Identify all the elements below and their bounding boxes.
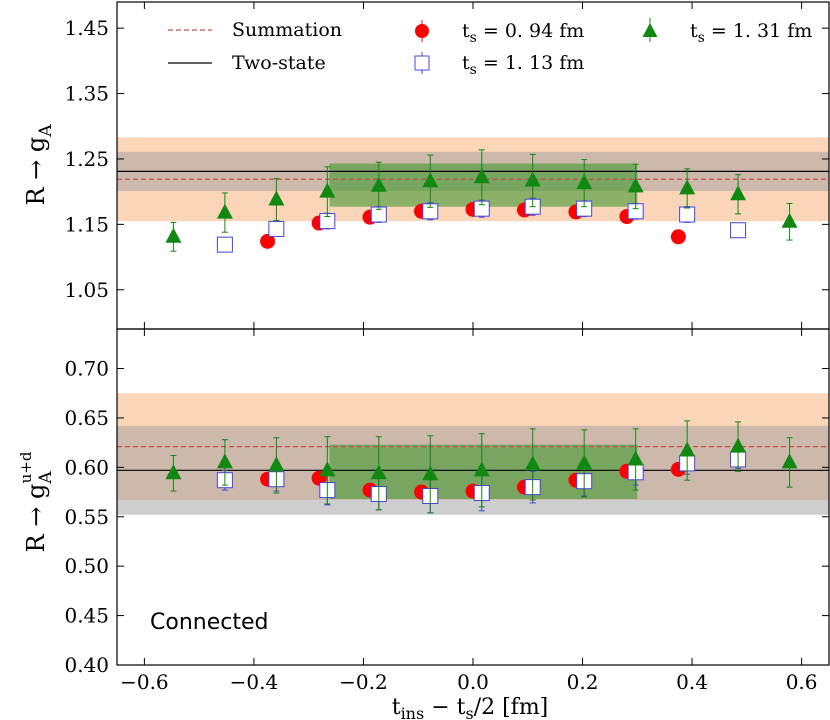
point-series3-6 (473, 149, 490, 206)
ytick-label: 1.35 (64, 82, 109, 106)
point-series3-12 (781, 202, 798, 241)
legend-s2-label: ts = 1. 13 fm (462, 52, 584, 78)
point-series3-5 (422, 154, 439, 208)
ytick-label: 0.65 (64, 406, 109, 430)
top-reference-lines (117, 170, 829, 180)
point-series3-12 (781, 437, 798, 488)
legend-summation-label: Summation (232, 19, 342, 41)
ytick-label: 1.05 (64, 278, 109, 302)
xtick-label: −0.2 (339, 670, 388, 694)
ytick-label: 1.45 (64, 16, 109, 40)
point-series3-9 (627, 428, 644, 491)
point-series3-10 (679, 168, 696, 209)
point-series3-11 (730, 421, 747, 472)
top-y-ticks: 1.05 1.15 1.25 1.35 1.45 (64, 16, 829, 302)
top-data-points (165, 149, 798, 253)
bottom-plot-frame (116, 328, 830, 666)
top-panel: 1.05 1.15 1.25 1.35 1.45 R → gA Summation Tw… (22, 1, 830, 330)
point-series3-0 (165, 454, 182, 492)
point-series3-3 (319, 436, 336, 505)
point-series3-8 (576, 429, 593, 498)
bottom-y-ticks: 0.40 0.45 0.50 0.55 0.60 0.65 0.70 (64, 357, 829, 677)
point-series3-7 (524, 153, 541, 208)
point-series3-6 (473, 433, 490, 508)
connected-annotation: Connected (150, 610, 268, 635)
xtick-label: 0.2 (567, 670, 599, 694)
xtick-label: −0.4 (230, 670, 279, 694)
legend-twostate-label: Two-state (232, 52, 326, 74)
ytick-label: 0.70 (64, 357, 109, 381)
bottom-y-axis-label: R → gAu+d (17, 451, 56, 552)
point-series3-5 (422, 435, 439, 514)
bottom-panel: 0.400.450.500.550.600.650.70 −0.6 −0.4 −0.… (17, 2, 830, 720)
xtick-label: 0.4 (676, 670, 708, 694)
ytick-label: 1.25 (64, 147, 109, 171)
point-series3-0 (165, 221, 182, 252)
point-series1-8 (670, 229, 686, 245)
legend-s1-label: ts = 0. 94 fm (462, 20, 584, 46)
point-series2-1 (268, 220, 285, 237)
point-series3-9 (627, 163, 644, 210)
legend-s1-marker (415, 20, 429, 42)
point-series3-7 (524, 428, 541, 501)
bottom-reference-lines (117, 446, 829, 471)
point-series3-4 (370, 161, 387, 210)
xtick-label: 0.6 (786, 670, 818, 694)
point-series1-0 (260, 233, 276, 249)
point-series3-1 (216, 192, 233, 233)
point-series3-10 (679, 420, 696, 481)
legend-s2-marker (414, 52, 430, 74)
ytick-label: 0.45 (64, 604, 109, 628)
point-series3-3 (319, 166, 336, 218)
legend: Summation Two-state ts = 0. 94 fm ts = 1… (168, 18, 812, 78)
point-series2-9 (679, 206, 696, 223)
bottom-data-points (165, 420, 798, 514)
ytick-label: 0.40 (64, 653, 109, 677)
point-series3-4 (370, 436, 387, 511)
x-axis-label: tins − ts/2 [fm] (392, 695, 549, 720)
x-ticks: −0.6 −0.4 −0.2 0.0 0.2 0.4 0.6 (120, 2, 818, 694)
top-y-axis-label: R → gA (22, 124, 56, 206)
xtick-label: −0.6 (120, 670, 169, 694)
ytick-label: 0.60 (64, 455, 109, 479)
point-series2-0 (216, 236, 233, 253)
legend-s3-label: ts = 1. 31 fm (690, 20, 812, 46)
legend-s3-marker (642, 18, 658, 42)
point-series3-8 (576, 159, 593, 208)
ytick-label: 0.50 (64, 554, 109, 578)
ytick-label: 0.55 (64, 505, 109, 529)
ytick-label: 1.15 (64, 212, 109, 236)
point-series3-2 (268, 437, 285, 494)
point-series3-11 (730, 174, 747, 215)
point-series3-2 (268, 178, 285, 221)
point-series3-1 (216, 439, 233, 486)
point-series2-10 (730, 222, 747, 239)
xtick-label: 0.0 (457, 670, 489, 694)
